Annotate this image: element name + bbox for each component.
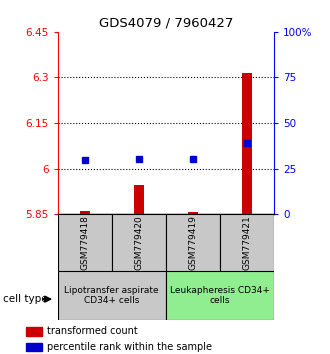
Text: GSM779419: GSM779419 <box>188 215 197 270</box>
Text: transformed count: transformed count <box>47 326 138 336</box>
Bar <box>26 327 42 336</box>
Bar <box>242 73 252 214</box>
Title: GDS4079 / 7960427: GDS4079 / 7960427 <box>99 16 233 29</box>
Text: percentile rank within the sample: percentile rank within the sample <box>47 342 212 352</box>
Bar <box>58 271 166 320</box>
Bar <box>80 211 90 214</box>
Bar <box>58 214 112 271</box>
Text: Leukapheresis CD34+
cells: Leukapheresis CD34+ cells <box>170 286 270 305</box>
Text: GSM779421: GSM779421 <box>242 215 251 270</box>
Text: GSM779418: GSM779418 <box>80 215 89 270</box>
Bar <box>166 214 220 271</box>
Bar <box>26 343 42 352</box>
Text: Lipotransfer aspirate
CD34+ cells: Lipotransfer aspirate CD34+ cells <box>64 286 159 305</box>
Bar <box>112 214 166 271</box>
Bar <box>166 271 274 320</box>
Text: GSM779420: GSM779420 <box>134 215 143 270</box>
Bar <box>220 214 274 271</box>
Bar <box>188 212 198 214</box>
Bar <box>134 185 144 214</box>
Text: cell type: cell type <box>3 294 48 304</box>
